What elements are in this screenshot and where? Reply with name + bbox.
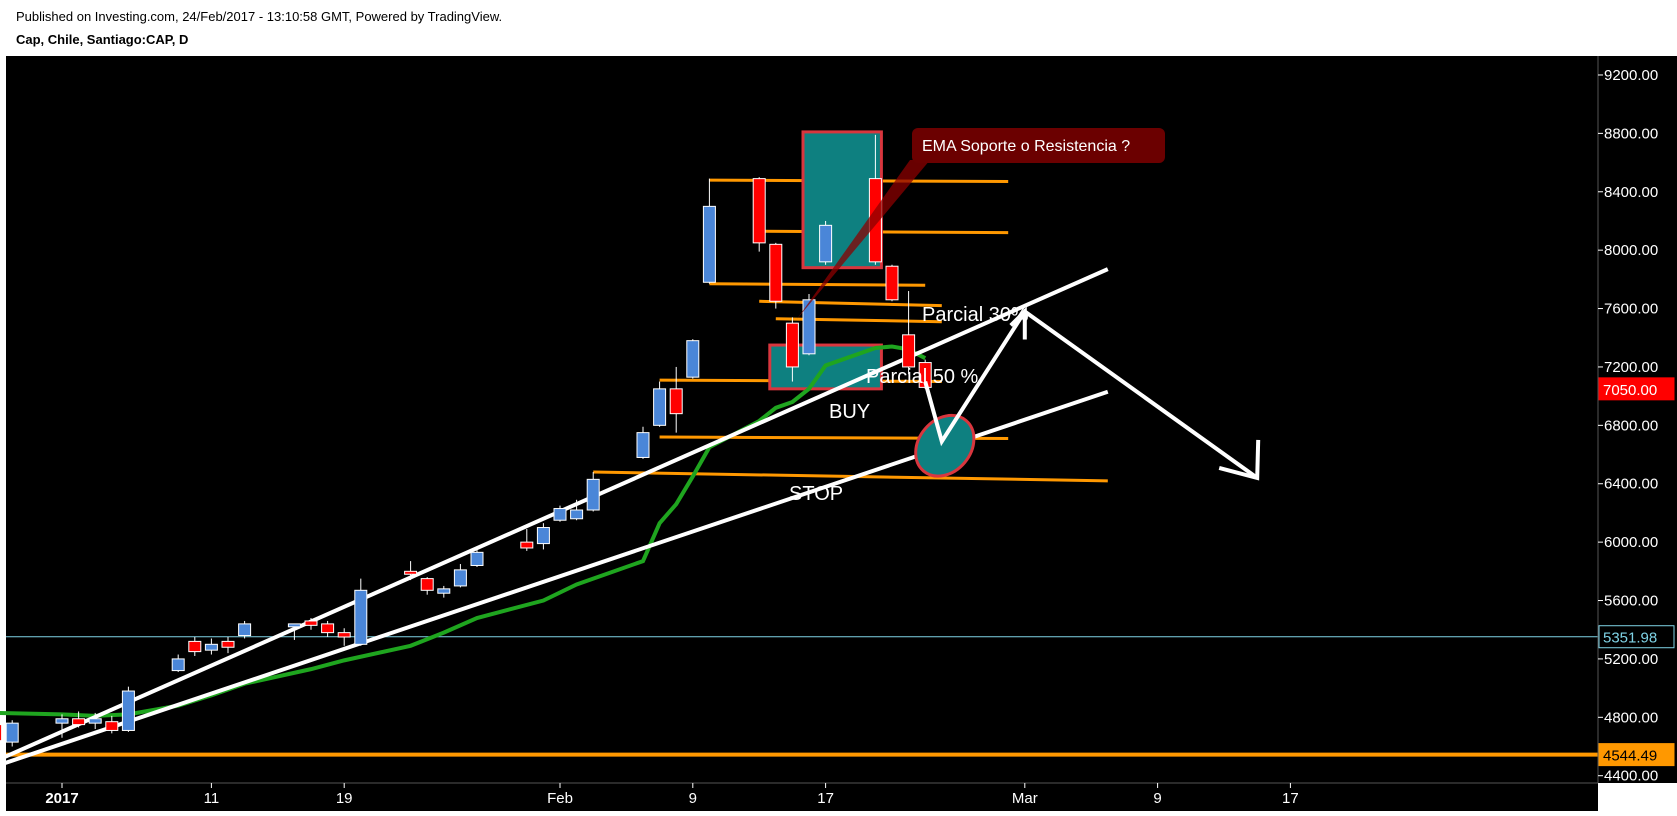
projection-end-arrow [1218,439,1261,481]
price-tick-label: 9200.00 [1604,67,1658,84]
candle-body [437,588,451,594]
level-line-2 [759,229,1009,235]
candle-body [769,243,783,302]
candle-body [752,178,766,244]
candle-body [885,265,899,301]
candle-body [204,643,218,651]
candle-body [221,640,235,648]
price-tick-label: 6400.00 [1604,476,1658,493]
price-tick-label: 7600.00 [1604,301,1658,318]
candle-body [669,388,683,415]
callout-box[interactable] [912,128,1165,163]
candle-body [88,718,102,724]
price-axis[interactable]: 4400.00 4800.00 5200.00 5600.00 6000.00 6400.… [1597,56,1658,785]
support-tag-bg [1598,743,1675,767]
parcial30-label: Parcial 30% [922,304,1029,326]
stop-label: STOP [789,483,843,505]
candle-body [121,690,135,731]
trendline-2 [0,389,1109,767]
price-tick-label: 6800.00 [1604,417,1658,434]
price-tick-label: 7200.00 [1604,359,1658,376]
candle-body [0,724,3,742]
last-price-tag-bg [1598,377,1675,401]
candle-body [287,623,301,628]
time-tick-label: 19 [336,790,353,807]
candle-body [785,322,799,368]
candle-body [171,658,185,672]
candle-body [902,334,916,368]
projection-peak-arrow [1009,306,1027,340]
time-tick-label: 9 [689,790,697,807]
time-tick-label: 17 [817,790,834,807]
time-tick-label: 11 [204,790,220,807]
candle-body [404,570,418,575]
level-line-4 [759,299,942,308]
candle-body [802,299,816,355]
support-tag-label: 4544.49 [1603,748,1657,765]
candle-body [5,722,19,743]
time-tick-label: 17 [1282,790,1299,807]
candle-body [304,620,318,626]
candle-body [55,718,69,724]
price-tick-label: 5200.00 [1604,651,1658,668]
time-tick-label: 2017 [45,790,78,807]
callout-pointer [797,160,930,319]
candle-body [570,509,584,520]
candle-body [321,623,335,634]
candle-body [470,551,484,566]
price-tick-label: 8400.00 [1604,184,1658,201]
parcial50-label: Parcial 50 % [866,366,978,388]
h-line-tag-label: 5351.98 [1603,630,1657,647]
candle-body [337,632,351,638]
time-axis-background [6,783,1598,811]
candle-body [553,508,567,521]
price-tick-label: 4400.00 [1604,768,1658,785]
price-tick-label: 4800.00 [1604,709,1658,726]
last-price-tag-label: 7050.00 [1603,382,1657,399]
time-tick-label: 9 [1153,790,1161,807]
candle-body [819,224,833,263]
price-tick-label: 5600.00 [1604,593,1658,610]
price-tick-label: 8000.00 [1604,242,1658,259]
price-tick-label: 8800.00 [1604,125,1658,142]
candle-body [702,205,716,283]
time-axis[interactable]: 2017 11 19 Feb 9 17 Mar 9 17 [6,782,1598,807]
candle-body [586,478,600,511]
candle-body [188,640,202,653]
symbol-title: Cap, Chile, Santiago:CAP, D [16,32,189,47]
callout-text: EMA Soporte o Resistencia ? [922,138,1130,155]
h-line-tag-bg [1598,625,1675,649]
time-tick-label: Mar [1012,790,1038,807]
candle-body [72,718,86,726]
candle-body [420,578,434,591]
candle-body [636,432,650,458]
buy-label: BUY [829,401,870,423]
candle-body [105,721,119,731]
annotations: EMA Soporte o Resistencia ? Parcial 30% … [789,128,1261,505]
projection-path [923,308,1259,480]
candle-body [653,388,667,426]
candle-body [536,527,550,545]
candles [0,134,932,747]
candle-body [520,541,534,549]
candle-body [354,589,368,645]
price-tags: 7050.00 5351.98 4544.49 [1598,377,1675,767]
buy-ellipse [914,413,976,478]
candle-body [238,623,252,637]
price-axis-background [1598,56,1677,783]
price-tick-label: 6000.00 [1604,534,1658,551]
candle-body [686,340,700,378]
time-tick-label: Feb [547,790,573,807]
published-info: Published on Investing.com, 24/Feb/2017 … [16,9,503,24]
candle-body [453,569,467,587]
